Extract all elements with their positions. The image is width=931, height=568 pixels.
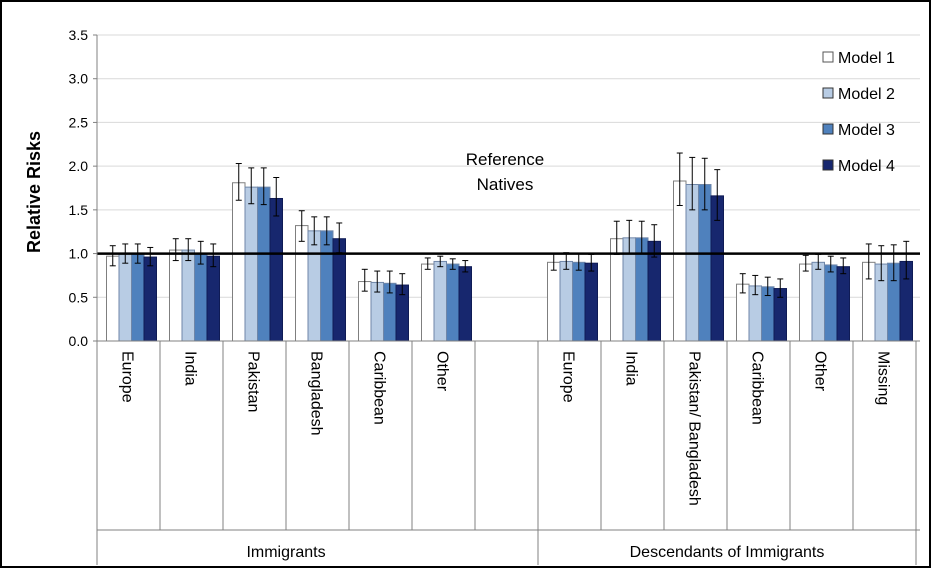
y-tick-label: 2.0	[69, 158, 89, 174]
bar-model-4	[458, 266, 472, 342]
legend: Model 1 Model 2 Model 3 Model 4	[822, 50, 895, 175]
group-label-descendants: Descendants of Immigrants	[630, 544, 825, 561]
x-category-label: Pakistan/ Bangladesh	[686, 351, 703, 506]
bar-model-1	[106, 255, 120, 342]
x-category-label: Other	[434, 351, 451, 392]
bar-model-4	[269, 197, 283, 342]
bar-model-2	[181, 249, 195, 342]
reference-label-line2: Natives	[477, 175, 534, 194]
reference-label-line1: Reference	[466, 150, 544, 169]
legend-swatch	[822, 159, 834, 171]
group-label-immigrants: Immigrants	[246, 544, 325, 561]
x-category-label: Europe	[119, 351, 136, 403]
bar-model-2	[811, 261, 825, 342]
bar-model-1	[169, 249, 183, 342]
bar-model-3	[320, 230, 334, 342]
bars	[106, 180, 913, 342]
bar-model-3	[572, 261, 586, 342]
bar-model-3	[824, 264, 838, 342]
legend-swatch	[822, 51, 834, 63]
y-axis-title: Relative Risks	[24, 131, 44, 253]
y-tick-label: 1.5	[69, 202, 89, 218]
legend-label: Model 1	[838, 50, 895, 67]
x-category-label: Other	[812, 351, 829, 392]
legend-swatch	[822, 87, 834, 99]
x-category-label: Bangladesh	[308, 351, 325, 436]
bar-model-4	[836, 266, 850, 342]
x-category-label: India	[182, 351, 199, 386]
x-category-label: India	[623, 351, 640, 386]
y-tick-label: 3.0	[69, 71, 89, 87]
bar-model-2	[307, 230, 321, 342]
x-category-label: Caribbean	[371, 351, 388, 425]
bar-model-3	[131, 253, 145, 342]
error-bars	[97, 152, 920, 298]
y-tick-label: 0.0	[69, 333, 89, 349]
bar-model-3	[257, 186, 271, 342]
bar-model-4	[206, 255, 220, 342]
bar-model-1	[799, 263, 813, 342]
bar-model-3	[446, 263, 460, 342]
x-category-label: Pakistan	[245, 351, 262, 412]
legend-swatch	[822, 123, 834, 135]
legend-label: Model 3	[838, 122, 895, 139]
y-tick-label: 0.5	[69, 289, 89, 305]
bar-model-1	[232, 182, 246, 342]
y-tick-label: 3.5	[69, 27, 89, 43]
bar-model-1	[295, 225, 309, 342]
legend-label: Model 4	[838, 158, 895, 175]
bar-model-2	[118, 253, 132, 342]
y-tick-label: 2.5	[69, 114, 89, 130]
axes	[93, 34, 920, 565]
bar-model-4	[584, 262, 598, 342]
labels: 0.0 0.5 1.0 1.5 2.0 2.5 3.0 3.5 Europe India Pakis…	[69, 27, 892, 561]
bar-model-2	[559, 260, 573, 342]
bar-model-1	[547, 261, 561, 342]
legend-label: Model 2	[838, 86, 895, 103]
bar-model-2	[433, 260, 447, 342]
x-category-label: Europe	[560, 351, 577, 403]
bar-model-1	[421, 263, 435, 342]
bar-model-4	[143, 256, 157, 342]
bar-model-2	[244, 186, 258, 342]
y-tick-label: 1.0	[69, 246, 89, 262]
x-category-label: Caribbean	[749, 351, 766, 425]
bar-model-3	[194, 253, 208, 342]
x-category-label: Missing	[875, 351, 892, 405]
